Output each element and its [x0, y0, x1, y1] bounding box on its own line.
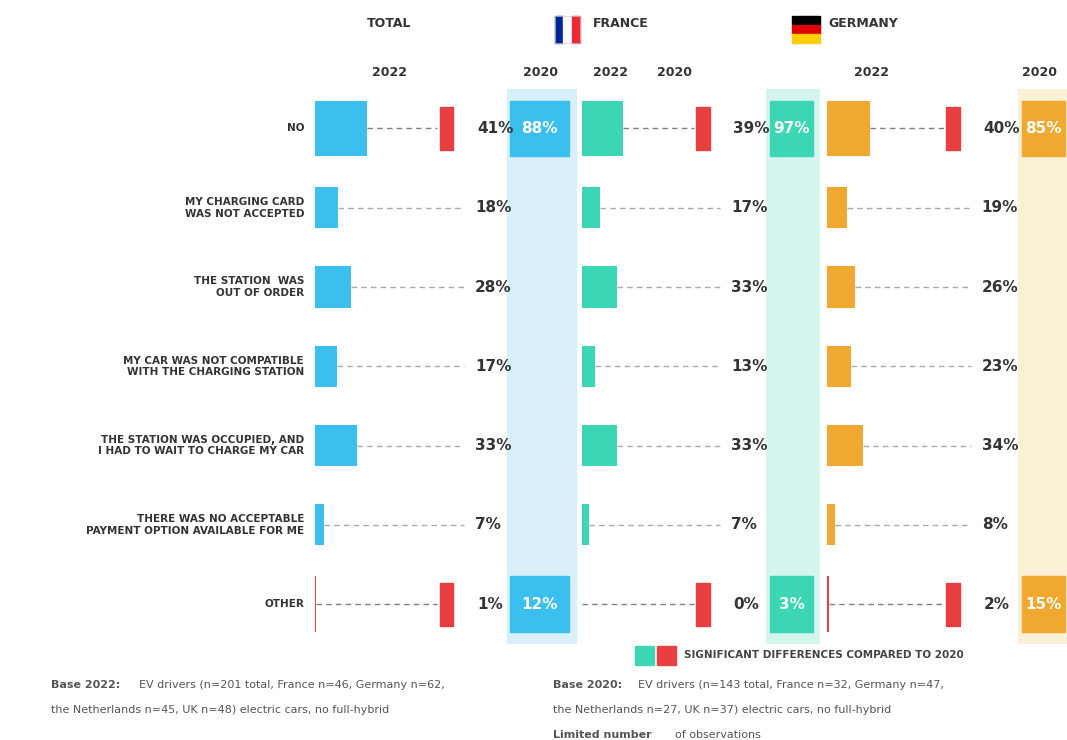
Text: 2%: 2%: [984, 596, 1009, 612]
FancyBboxPatch shape: [440, 107, 453, 149]
Text: TOTAL: TOTAL: [367, 16, 412, 30]
Text: 28%: 28%: [475, 280, 511, 295]
Bar: [657, 646, 676, 665]
FancyBboxPatch shape: [770, 576, 813, 632]
Bar: [582, 266, 617, 308]
Text: OTHER: OTHER: [265, 599, 304, 609]
Bar: [1018, 89, 1067, 644]
Text: 2020: 2020: [1022, 66, 1057, 78]
Bar: [315, 266, 351, 308]
Text: 33%: 33%: [731, 438, 767, 453]
Text: 40%: 40%: [984, 121, 1020, 136]
Text: Base 2020:: Base 2020:: [553, 680, 622, 690]
Text: 7%: 7%: [475, 517, 500, 532]
Text: 12%: 12%: [521, 596, 558, 612]
Text: 8%: 8%: [982, 517, 1007, 532]
Bar: [827, 576, 829, 632]
FancyBboxPatch shape: [440, 583, 453, 625]
Text: 13%: 13%: [731, 359, 767, 374]
Text: SIGNIFICANT DIFFERENCES COMPARED TO 2020: SIGNIFICANT DIFFERENCES COMPARED TO 2020: [684, 650, 964, 660]
Text: 41%: 41%: [477, 121, 513, 136]
Text: EV drivers (n=201 total, France n=46, Germany n=62,: EV drivers (n=201 total, France n=46, Ge…: [139, 680, 445, 690]
Bar: [827, 101, 870, 156]
Bar: [827, 504, 835, 545]
FancyBboxPatch shape: [770, 101, 813, 156]
Text: 18%: 18%: [475, 201, 511, 215]
Text: 23%: 23%: [982, 359, 1018, 374]
FancyBboxPatch shape: [946, 107, 960, 149]
Bar: [315, 346, 336, 387]
Bar: [563, 16, 572, 44]
Text: of observations: of observations: [675, 730, 761, 740]
Bar: [582, 346, 595, 387]
Text: the Netherlands n=45, UK n=48) electric cars, no full-hybrid: the Netherlands n=45, UK n=48) electric …: [51, 705, 389, 716]
Text: 2020: 2020: [657, 66, 692, 78]
FancyBboxPatch shape: [696, 107, 710, 149]
Text: Limited number: Limited number: [553, 730, 651, 740]
Text: 39%: 39%: [733, 121, 769, 136]
FancyBboxPatch shape: [510, 576, 569, 632]
Bar: [555, 16, 580, 44]
Text: NO: NO: [287, 124, 304, 133]
Bar: [315, 187, 338, 229]
Text: MY CHARGING CARD
WAS NOT ACCEPTED: MY CHARGING CARD WAS NOT ACCEPTED: [185, 197, 304, 218]
Text: 34%: 34%: [982, 438, 1018, 453]
Bar: [507, 89, 576, 644]
Bar: [792, 34, 819, 44]
Bar: [572, 16, 580, 44]
Text: FRANCE: FRANCE: [593, 16, 649, 30]
Bar: [827, 266, 855, 308]
Bar: [766, 89, 819, 644]
Text: 17%: 17%: [475, 359, 511, 374]
Bar: [315, 425, 357, 466]
Bar: [635, 646, 654, 665]
Text: EV drivers (n=143 total, France n=32, Germany n=47,: EV drivers (n=143 total, France n=32, Ge…: [638, 680, 944, 690]
Bar: [582, 425, 617, 466]
Text: 3%: 3%: [779, 596, 805, 612]
Text: Base 2022:: Base 2022:: [51, 680, 121, 690]
Text: GERMANY: GERMANY: [828, 16, 897, 30]
Text: 2022: 2022: [854, 66, 889, 78]
Text: THE STATION  WAS
OUT OF ORDER: THE STATION WAS OUT OF ORDER: [194, 276, 304, 297]
Text: 33%: 33%: [475, 438, 511, 453]
Bar: [792, 25, 819, 34]
Text: 2022: 2022: [593, 66, 628, 78]
Bar: [792, 16, 819, 25]
Text: 15%: 15%: [1025, 596, 1062, 612]
Text: 0%: 0%: [733, 596, 759, 612]
Bar: [582, 101, 623, 156]
FancyBboxPatch shape: [1022, 576, 1065, 632]
Text: 97%: 97%: [774, 121, 810, 136]
FancyBboxPatch shape: [510, 101, 569, 156]
Text: THERE WAS NO ACCEPTABLE
PAYMENT OPTION AVAILABLE FOR ME: THERE WAS NO ACCEPTABLE PAYMENT OPTION A…: [86, 514, 304, 536]
Text: 2020: 2020: [524, 66, 558, 78]
Bar: [827, 187, 847, 229]
Text: THE STATION WAS OCCUPIED, AND
I HAD TO WAIT TO CHARGE MY CAR: THE STATION WAS OCCUPIED, AND I HAD TO W…: [98, 435, 304, 457]
Text: 7%: 7%: [731, 517, 757, 532]
Bar: [315, 101, 367, 156]
Text: 2022: 2022: [372, 66, 407, 78]
Text: 19%: 19%: [982, 201, 1018, 215]
Bar: [827, 425, 863, 466]
Bar: [315, 504, 323, 545]
Text: 88%: 88%: [521, 121, 558, 136]
Bar: [582, 504, 589, 545]
Bar: [582, 187, 600, 229]
Text: 26%: 26%: [982, 280, 1018, 295]
FancyBboxPatch shape: [696, 583, 710, 625]
Bar: [827, 346, 851, 387]
Text: 85%: 85%: [1025, 121, 1062, 136]
Text: 17%: 17%: [731, 201, 767, 215]
FancyBboxPatch shape: [1022, 101, 1065, 156]
Bar: [555, 16, 563, 44]
Text: 1%: 1%: [477, 596, 503, 612]
Text: the Netherlands n=27, UK n=37) electric cars, no full-hybrid: the Netherlands n=27, UK n=37) electric …: [553, 705, 891, 716]
Bar: [315, 576, 316, 632]
FancyBboxPatch shape: [946, 583, 960, 625]
Text: MY CAR WAS NOT COMPATIBLE
WITH THE CHARGING STATION: MY CAR WAS NOT COMPATIBLE WITH THE CHARG…: [124, 355, 304, 377]
Text: 33%: 33%: [731, 280, 767, 295]
